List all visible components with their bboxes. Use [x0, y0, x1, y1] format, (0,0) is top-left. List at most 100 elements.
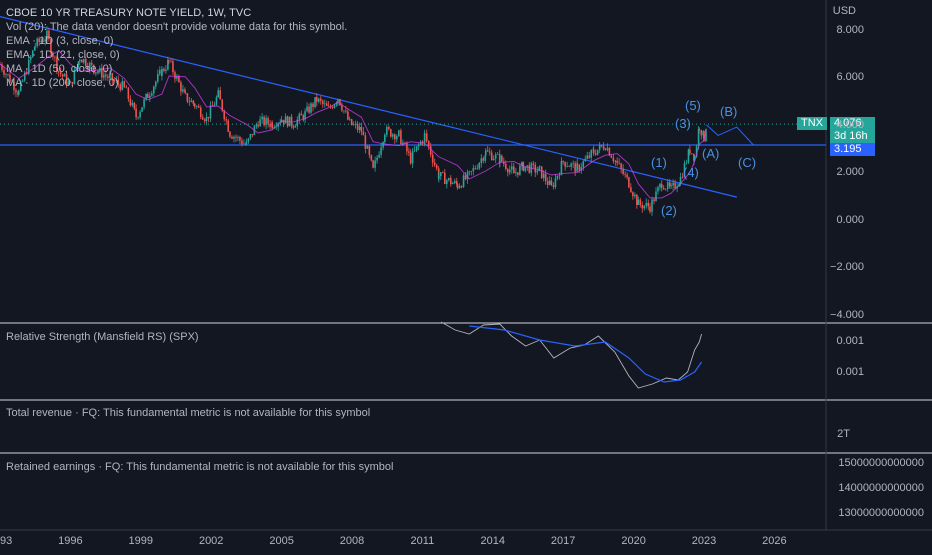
- candle-body: [566, 166, 568, 167]
- rs-pane-label[interactable]: Relative Strength (Mansfield RS) (SPX): [6, 331, 199, 343]
- candle-body: [13, 81, 15, 91]
- candle-body: [622, 168, 624, 174]
- candle-body: [455, 180, 458, 185]
- candle-body: [141, 107, 143, 112]
- candle-body: [308, 106, 310, 113]
- ema-21-label[interactable]: EMA · 1D (21, close, 0): [6, 49, 120, 61]
- candle-body: [294, 126, 297, 128]
- candle-body: [168, 60, 170, 61]
- currency-label[interactable]: USD: [832, 5, 856, 17]
- candle-body: [265, 118, 267, 126]
- wave-projection-path: [705, 124, 754, 146]
- candle-body: [343, 110, 345, 112]
- candle-body: [596, 149, 599, 155]
- wave-label-b[interactable]: (B): [720, 104, 738, 119]
- candle-body: [392, 134, 394, 137]
- candle-body: [23, 72, 26, 81]
- price-axis-tick: 2.000: [836, 166, 864, 179]
- candle-body: [257, 124, 259, 127]
- candle-body: [327, 105, 330, 107]
- candle-body: [490, 152, 493, 161]
- candle-body: [560, 161, 563, 176]
- candle-body: [205, 116, 208, 122]
- candle-body: [107, 76, 109, 78]
- candle-body: [695, 146, 698, 157]
- candle-body: [470, 171, 473, 172]
- candle-body: [679, 176, 682, 185]
- candle-body: [61, 74, 64, 77]
- candle-body: [378, 154, 380, 158]
- candle-body: [604, 149, 607, 151]
- candle-body: [195, 106, 198, 107]
- candle-body: [88, 62, 91, 69]
- candle-body: [488, 151, 491, 153]
- candle-body: [586, 155, 589, 159]
- candle-body: [188, 101, 191, 103]
- candle-body: [662, 188, 665, 190]
- candle-body: [464, 175, 467, 180]
- candle-body: [610, 155, 613, 158]
- candle-body: [184, 92, 187, 94]
- candle-body: [496, 154, 499, 155]
- candle-body: [237, 136, 239, 138]
- candle-body: [362, 131, 365, 136]
- ma-50-label[interactable]: MA · 1D (50, close, 0): [6, 63, 113, 75]
- candle-body: [333, 104, 336, 108]
- candle-body: [466, 171, 469, 180]
- candle-body: [123, 81, 126, 86]
- candle-body: [255, 124, 258, 127]
- wave-label-c[interactable]: (C): [738, 155, 757, 170]
- revenue-axis-tick: 2T: [837, 428, 850, 440]
- candle-body: [147, 93, 149, 98]
- symbol-badge: TNX: [797, 117, 827, 130]
- candle-body: [390, 129, 392, 137]
- candle-body: [11, 81, 13, 83]
- wave-label-4[interactable]: (4): [683, 165, 699, 180]
- time-axis-tick: 2002: [198, 535, 224, 547]
- candle-body: [501, 155, 503, 162]
- candle-body: [480, 158, 483, 163]
- candle-body: [508, 169, 511, 173]
- price-axis-tick: 0.000: [836, 213, 864, 226]
- volume-indicator-label[interactable]: Vol (20): The data vendor doesn't provid…: [6, 21, 348, 33]
- candle-body: [402, 142, 404, 145]
- candle-body: [703, 130, 705, 142]
- wave-label-5[interactable]: (5): [685, 98, 701, 113]
- candle-body: [503, 161, 505, 164]
- candle-body: [370, 155, 373, 161]
- revenue-pane-label[interactable]: Total revenue · FQ: This fundamental met…: [6, 407, 371, 419]
- candle-body: [550, 180, 553, 186]
- candle-body: [636, 194, 638, 205]
- ma-200-label[interactable]: MA · 1D (200, close, 0): [6, 77, 119, 89]
- candle-body: [388, 127, 390, 130]
- candle-body: [243, 143, 245, 145]
- candle-body: [657, 187, 659, 192]
- candle-body: [423, 133, 426, 134]
- candle-body: [672, 182, 674, 186]
- candle-body: [406, 142, 408, 152]
- candle-body: [163, 68, 165, 71]
- candle-body: [135, 108, 137, 118]
- symbol-title[interactable]: CBOE 10 YR TREASURY NOTE YIELD, 1W, TVC: [6, 7, 252, 19]
- candle-body: [21, 80, 24, 82]
- candle-body: [300, 113, 303, 116]
- candle-body: [417, 144, 420, 147]
- wave-label-1[interactable]: (1): [651, 155, 667, 170]
- wave-label-a[interactable]: (A): [702, 146, 720, 161]
- wave-label-3[interactable]: (3): [675, 116, 691, 131]
- retained-earnings-pane-label[interactable]: Retained earnings · FQ: This fundamental…: [6, 461, 394, 473]
- candle-body: [517, 172, 519, 175]
- rs-moving-average: [469, 325, 703, 383]
- ema-3-label[interactable]: EMA · 1D (3, close, 0): [6, 35, 114, 47]
- candle-body: [568, 166, 570, 167]
- candle-body: [339, 99, 341, 106]
- time-axis-tick: 2014: [480, 535, 506, 547]
- wave-label-2[interactable]: (2): [661, 203, 677, 218]
- candle-body: [229, 131, 231, 137]
- descending-trendline: [0, 16, 737, 198]
- candle-body: [689, 149, 691, 154]
- candle-body: [9, 74, 11, 83]
- candle-body: [409, 152, 412, 164]
